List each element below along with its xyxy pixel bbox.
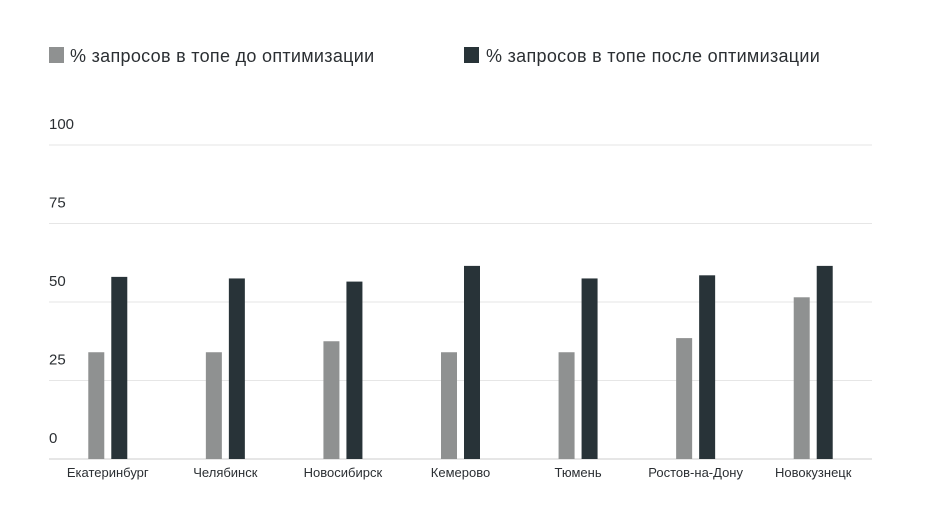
x-category-label: Челябинск <box>193 465 257 480</box>
bar-after-0 <box>111 276 128 459</box>
legend-label-after: % запросов в топе после оптимизации <box>486 46 820 66</box>
x-category-label: Новокузнецк <box>775 465 852 480</box>
y-tick-label: 100 <box>49 116 74 133</box>
legend-label-before: % запросов в топе до оптимизации <box>70 46 374 66</box>
bars <box>88 265 833 459</box>
bar-before-0 <box>88 352 105 459</box>
y-tick-label: 50 <box>49 273 66 290</box>
bar-after-2 <box>346 281 363 459</box>
bar-after-6 <box>816 265 833 459</box>
gridlines <box>49 144 872 460</box>
bar-after-5 <box>699 275 716 459</box>
y-axis-ticks: 0 25 50 75 100 <box>49 116 74 447</box>
bar-before-3 <box>441 352 457 459</box>
legend: % запросов в топе до оптимизации % запро… <box>49 46 820 66</box>
bar-after-1 <box>228 278 245 459</box>
y-tick-label: 75 <box>49 195 66 212</box>
bar-after-3 <box>464 265 480 459</box>
x-axis-categories: Екатеринбург Челябинск Новосибирск Кемерово… <box>67 465 852 480</box>
bar-before-6 <box>793 297 810 459</box>
legend-swatch-after <box>464 47 479 63</box>
x-category-label: Тюмень <box>555 465 602 480</box>
x-category-label: Кемерово <box>431 465 490 480</box>
bar-before-5 <box>676 338 693 459</box>
bar-after-4 <box>581 278 598 459</box>
bar-before-4 <box>558 352 575 459</box>
bar-before-2 <box>323 341 340 459</box>
x-category-label: Екатеринбург <box>67 465 149 480</box>
y-tick-label: 0 <box>49 430 57 447</box>
bar-before-1 <box>205 352 222 459</box>
x-category-label: Ростов-на-Дону <box>648 465 743 480</box>
y-tick-label: 25 <box>49 352 66 369</box>
x-category-label: Новосибирск <box>304 465 383 480</box>
legend-swatch-before <box>49 47 64 63</box>
